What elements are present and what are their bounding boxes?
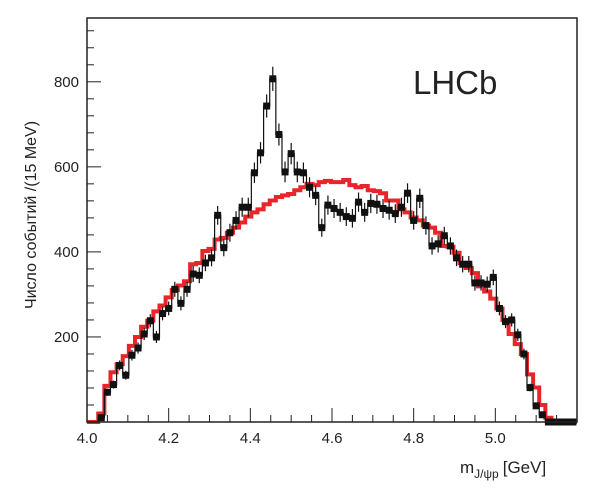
y-axis-title: Число событий /(15 MeV) xyxy=(23,121,40,309)
data-point xyxy=(189,270,197,278)
x-tick-label: 5.0 xyxy=(485,430,506,447)
model-step-line xyxy=(87,178,577,424)
data-point xyxy=(324,201,332,209)
data-point xyxy=(134,344,142,352)
x-axis-title: mJ/ψp [GeV] xyxy=(460,458,546,481)
data-point xyxy=(275,131,283,139)
x-tick-label: 4.0 xyxy=(77,430,98,447)
data-point xyxy=(110,381,118,389)
data-point xyxy=(257,149,265,157)
data-point xyxy=(201,259,209,267)
data-point xyxy=(306,183,314,191)
data-point xyxy=(226,229,234,237)
data-point xyxy=(532,402,540,410)
data-point xyxy=(434,240,442,248)
x-tick-label: 4.6 xyxy=(322,430,343,447)
data-point xyxy=(404,189,412,197)
data-point xyxy=(453,254,461,262)
data-point xyxy=(422,222,430,230)
data-point xyxy=(122,371,130,379)
data-point xyxy=(465,260,473,268)
data-point xyxy=(410,216,418,224)
data-point xyxy=(152,333,160,341)
data-point xyxy=(446,242,454,250)
y-tick-label: 800 xyxy=(54,74,79,91)
data-point xyxy=(97,414,105,422)
lhcb-label: LHCb xyxy=(413,64,497,101)
data-point xyxy=(312,191,320,199)
data-point xyxy=(238,203,246,211)
data-point xyxy=(348,214,356,222)
data-point xyxy=(355,198,363,206)
data-point xyxy=(208,254,216,262)
data-point xyxy=(342,213,350,221)
data-point xyxy=(502,318,510,326)
axis-ticks: 200 400 600 800 4.0 4.2 4.4 4.6 4.8 5.0 xyxy=(54,30,578,447)
y-tick-label: 600 xyxy=(54,159,79,176)
data-point xyxy=(146,317,154,325)
data-point xyxy=(397,203,405,211)
data-point xyxy=(171,285,179,293)
data-point xyxy=(483,280,491,288)
data-point xyxy=(103,388,111,396)
data-point xyxy=(140,330,148,338)
data-point xyxy=(165,304,173,312)
data-point xyxy=(244,203,252,211)
data-point xyxy=(336,208,344,216)
data-point xyxy=(361,208,369,216)
data-point xyxy=(250,169,258,177)
data-point xyxy=(477,279,485,287)
data-point xyxy=(514,331,522,339)
data-points xyxy=(87,66,577,426)
data-point xyxy=(440,232,448,240)
data-point xyxy=(526,384,534,392)
data-point xyxy=(495,304,503,312)
x-tick-label: 4.2 xyxy=(158,430,179,447)
data-point xyxy=(269,75,277,83)
data-point xyxy=(330,205,338,213)
data-point xyxy=(373,200,381,208)
data-point xyxy=(428,242,436,250)
data-point xyxy=(116,361,124,369)
plot-frame xyxy=(86,17,578,423)
x-axis-title-main: m xyxy=(460,458,474,477)
data-point xyxy=(416,194,424,202)
data-point xyxy=(379,205,387,213)
x-axis-title-sub: J/ψp xyxy=(474,467,499,481)
data-point xyxy=(508,316,516,324)
y-tick-label: 200 xyxy=(54,329,79,346)
data-point xyxy=(177,299,185,307)
data-point xyxy=(385,206,393,214)
data-point xyxy=(391,210,399,218)
data-point xyxy=(220,244,228,252)
data-point xyxy=(281,168,289,176)
data-point xyxy=(232,216,240,224)
x-tick-label: 4.4 xyxy=(240,430,261,447)
data-point xyxy=(318,224,326,232)
data-point xyxy=(263,102,271,110)
data-point xyxy=(128,351,136,359)
x-axis-title-unit: [GeV] xyxy=(503,458,546,477)
data-point xyxy=(214,211,222,219)
data-point xyxy=(520,350,528,358)
data-point xyxy=(183,285,191,293)
data-point xyxy=(195,271,203,279)
data-point xyxy=(367,199,375,207)
x-tick-label: 4.8 xyxy=(403,430,424,447)
data-point xyxy=(471,279,479,287)
model-histogram xyxy=(87,178,577,424)
data-point xyxy=(538,411,546,419)
data-point xyxy=(489,273,497,281)
y-tick-label: 400 xyxy=(54,244,79,261)
data-point xyxy=(159,310,167,318)
data-point xyxy=(293,168,301,176)
data-point xyxy=(299,169,307,177)
data-point xyxy=(459,260,467,268)
data-point xyxy=(287,150,295,158)
data-step-line xyxy=(87,78,576,423)
